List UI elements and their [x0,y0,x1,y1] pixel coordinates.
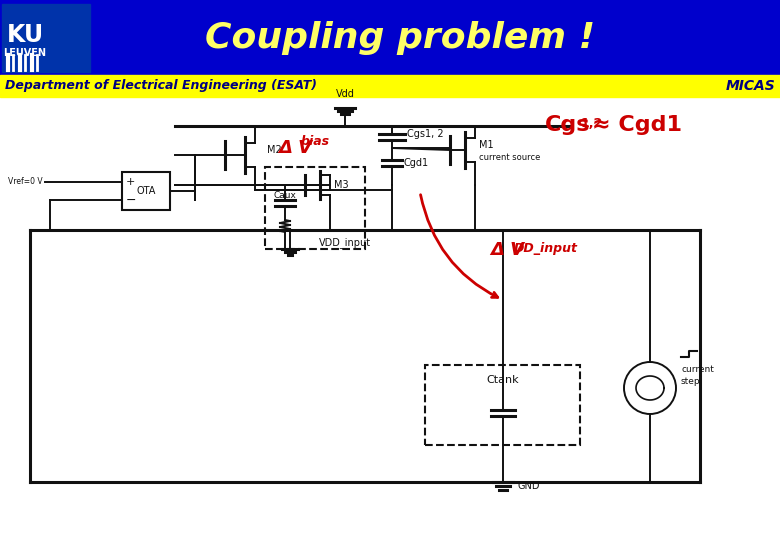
Text: Ctank: Ctank [486,375,519,385]
Bar [0,0,780,75]
Text: Coupling problem !: Coupling problem ! [205,21,595,55]
Text: Cgs1, 2: Cgs1, 2 [407,129,444,139]
Text: bias: bias [301,135,330,148]
Text: MICAS: MICAS [725,79,775,93]
Text: M1: M1 [479,140,494,150]
Text: ≈ Cgd1: ≈ Cgd1 [592,115,682,135]
Text: Vdd: Vdd [335,89,354,99]
Text: OTA: OTA [136,186,156,196]
Text: +: + [126,177,136,187]
Text: M2: M2 [267,145,282,155]
Bar [425,365,580,445]
Bar [0,75,780,97]
Text: Department of Electrical Engineering (ESAT): Department of Electrical Engineering (ES… [5,79,317,92]
Bar [122,172,170,210]
Text: Cgs: Cgs [545,115,590,135]
Text: −: − [126,193,136,206]
Text: current source: current source [479,153,541,163]
Text: DD_input: DD_input [514,242,578,255]
Text: M3: M3 [334,180,349,190]
Text: GND: GND [517,481,540,491]
Text: Δ V: Δ V [490,241,524,259]
Text: step: step [681,376,700,386]
Bar [0,97,780,540]
Text: Vref=0 V: Vref=0 V [9,178,43,186]
Text: Δ V: Δ V [278,139,312,157]
Text: Cgd1: Cgd1 [404,158,429,168]
Text: current: current [681,366,714,375]
Text: LEUVEN: LEUVEN [3,48,47,58]
Bar [2,4,90,72]
Text: 1,2: 1,2 [581,117,603,130]
Text: KU: KU [6,23,44,47]
Text: Caux: Caux [273,191,296,199]
Bar [265,167,365,249]
Text: VDD_input: VDD_input [319,237,371,248]
Circle shape [624,362,676,414]
